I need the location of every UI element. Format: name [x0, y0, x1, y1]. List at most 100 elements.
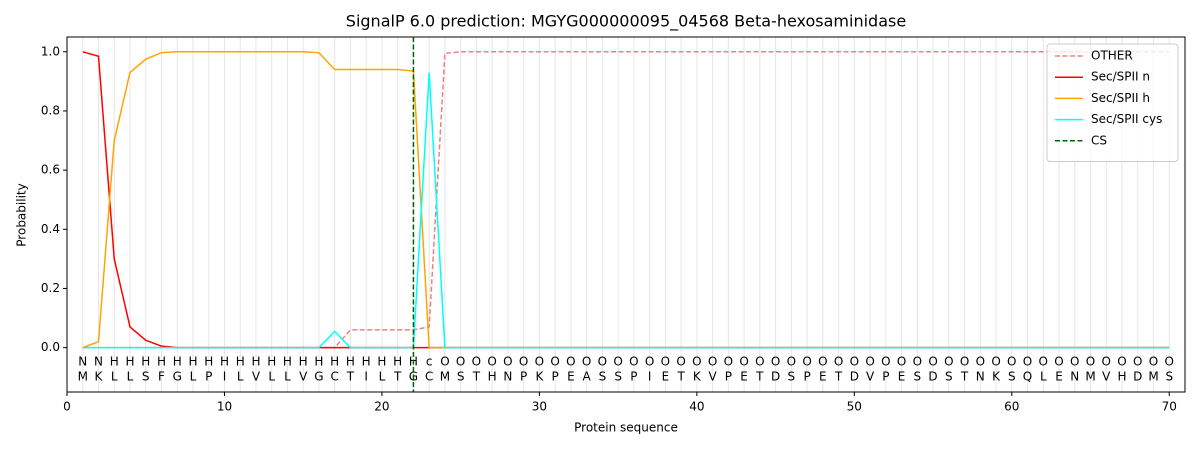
region-label: H: [362, 354, 371, 368]
residue-label: P: [520, 370, 527, 384]
residue-label: P: [630, 370, 637, 384]
residue-label: S: [1165, 370, 1173, 384]
residue-label: N: [503, 370, 512, 384]
residue-label: I: [648, 370, 652, 384]
residue-label: I: [364, 370, 368, 384]
residue-label: E: [898, 370, 906, 384]
region-label: O: [724, 354, 733, 368]
region-label: H: [251, 354, 260, 368]
residue-label: M: [1148, 370, 1158, 384]
x-tick-label: 60: [1004, 400, 1019, 414]
residue-label: L: [1040, 370, 1047, 384]
region-label: O: [928, 354, 937, 368]
region-label: O: [1007, 354, 1016, 368]
residue-label: M: [440, 370, 450, 384]
residue-label: V: [708, 370, 717, 384]
residue-label: V: [1102, 370, 1111, 384]
region-label: O: [881, 354, 890, 368]
x-tick-label: 20: [374, 400, 389, 414]
residue-label: V: [866, 370, 875, 384]
y-tick-label: 0.6: [41, 163, 60, 177]
residue-label: E: [819, 370, 827, 384]
region-label: O: [1070, 354, 1079, 368]
region-label: H: [393, 354, 402, 368]
residue-label: T: [393, 370, 402, 384]
residue-label: S: [788, 370, 796, 384]
x-axis-label: Protein sequence: [574, 421, 678, 435]
region-label: O: [976, 354, 985, 368]
residue-label: A: [583, 370, 592, 384]
region-label: O: [1039, 354, 1048, 368]
residue-label: V: [252, 370, 261, 384]
residue-label: T: [346, 370, 355, 384]
chart-title: SignalP 6.0 prediction: MGYG000000095_04…: [346, 12, 906, 32]
region-label: H: [173, 354, 182, 368]
residue-label: K: [535, 370, 544, 384]
residue-label: P: [725, 370, 732, 384]
legend-label: CS: [1091, 133, 1107, 147]
residue-label: C: [330, 370, 338, 384]
region-label: O: [802, 354, 811, 368]
region-label: H: [330, 354, 339, 368]
region-label: O: [566, 354, 575, 368]
y-tick-label: 0.2: [41, 281, 60, 295]
residue-label: S: [457, 370, 465, 384]
residue-label: N: [976, 370, 985, 384]
region-label: O: [535, 354, 544, 368]
region-label: H: [236, 354, 245, 368]
legend-label: OTHER: [1091, 49, 1133, 63]
region-label: H: [141, 354, 150, 368]
residue-label: F: [158, 370, 165, 384]
region-label: O: [519, 354, 528, 368]
residue-label: L: [379, 370, 386, 384]
residue-label: K: [95, 370, 104, 384]
legend-box: [1046, 43, 1179, 162]
region-label: O: [503, 354, 512, 368]
region-label: H: [346, 354, 355, 368]
region-label: O: [692, 354, 701, 368]
residue-label: D: [1133, 370, 1142, 384]
region-label: N: [94, 354, 103, 368]
region-label: O: [661, 354, 670, 368]
residue-label: D: [771, 370, 780, 384]
region-label: O: [944, 354, 953, 368]
region-label: H: [314, 354, 323, 368]
legend-label: Sec/SPII n: [1091, 70, 1150, 84]
region-label: H: [299, 354, 308, 368]
residue-label: L: [284, 370, 291, 384]
region-label: N: [78, 354, 87, 368]
region-label: H: [157, 354, 166, 368]
region-label: O: [739, 354, 748, 368]
region-label: O: [1117, 354, 1126, 368]
residue-label: T: [755, 370, 764, 384]
residue-label: E: [740, 370, 748, 384]
region-label: O: [1102, 354, 1111, 368]
region-label: O: [834, 354, 843, 368]
region-label: H: [110, 354, 119, 368]
x-tick-label: 70: [1162, 400, 1177, 414]
residue-label: K: [992, 370, 1001, 384]
legend-label: Sec/SPII cys: [1091, 112, 1162, 126]
x-tick-label: 50: [847, 400, 862, 414]
y-tick-label: 0.8: [41, 103, 60, 117]
region-label: O: [676, 354, 685, 368]
residue-label: P: [205, 370, 212, 384]
region-label: O: [629, 354, 638, 368]
region-label: O: [1165, 354, 1174, 368]
legend-label: Sec/SPII h: [1091, 91, 1150, 105]
residue-label: E: [1055, 370, 1063, 384]
residue-label: V: [299, 370, 308, 384]
region-label: O: [913, 354, 922, 368]
region-label: O: [613, 354, 622, 368]
region-label: O: [487, 354, 496, 368]
y-tick-label: 0.4: [41, 222, 60, 236]
region-label: H: [188, 354, 197, 368]
region-label: O: [771, 354, 780, 368]
residue-label: L: [190, 370, 197, 384]
residue-label: L: [237, 370, 244, 384]
residue-label: E: [567, 370, 575, 384]
region-label: O: [1149, 354, 1158, 368]
region-label: H: [377, 354, 386, 368]
